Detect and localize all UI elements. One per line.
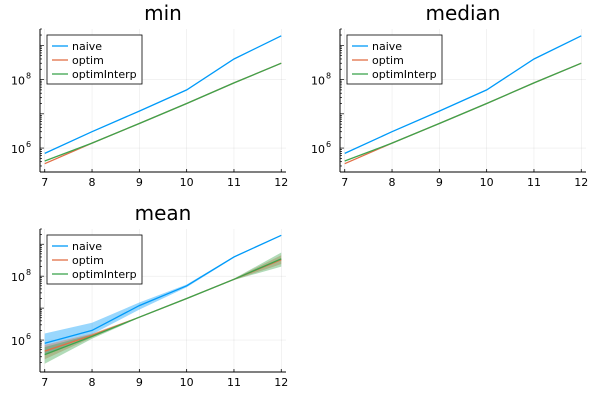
y-tick-label-exponent: 6 (326, 140, 331, 149)
legend-label-optimInterp: optimInterp (72, 68, 137, 81)
legend-label-optimInterp: optimInterp (372, 68, 437, 81)
x-tick-label: 12 (574, 176, 588, 189)
x-tick-label: 11 (227, 176, 241, 189)
y-tick-label-exponent: 6 (26, 140, 31, 149)
x-tick-label: 8 (89, 376, 96, 389)
y-tick-label-exponent: 8 (26, 268, 31, 277)
x-tick-label: 10 (480, 176, 494, 189)
x-tick-label: 9 (136, 376, 143, 389)
y-tick-label: 10 (311, 143, 325, 156)
x-tick-label: 11 (227, 376, 241, 389)
chart-title: mean (135, 201, 192, 225)
x-tick-label: 11 (527, 176, 541, 189)
x-tick-label: 9 (136, 176, 143, 189)
plot-area (344, 35, 582, 165)
x-tick-label: 8 (389, 176, 396, 189)
x-tick-label: 10 (180, 376, 194, 389)
series-line-optimInterp (44, 62, 282, 162)
x-tick-label: 10 (180, 176, 194, 189)
legend-label-optim: optim (372, 54, 404, 67)
x-tick-label: 12 (274, 176, 288, 189)
x-tick-label: 9 (436, 176, 443, 189)
x-tick-label: 8 (89, 176, 96, 189)
y-tick-label: 10 (11, 271, 25, 284)
legend-label-optimInterp: optimInterp (72, 268, 137, 281)
x-tick-label: 12 (274, 376, 288, 389)
series-line-naive (344, 35, 582, 154)
y-tick-label: 10 (11, 335, 25, 348)
chart-title: min (144, 1, 182, 25)
series-line-optimInterp (44, 258, 282, 356)
x-tick-label: 7 (41, 376, 48, 389)
x-tick-label: 7 (341, 176, 348, 189)
y-tick-label: 10 (11, 143, 25, 156)
legend-label-naive: naive (72, 40, 102, 53)
series-line-optimInterp (344, 62, 582, 162)
series-line-naive (44, 35, 282, 154)
plot-area (44, 234, 282, 364)
legend-label-naive: naive (72, 240, 102, 253)
y-tick-label-exponent: 8 (26, 72, 31, 81)
legend-label-optim: optim (72, 54, 104, 67)
y-tick-label: 10 (11, 75, 25, 88)
y-tick-label-exponent: 8 (326, 72, 331, 81)
x-tick-label: 7 (41, 176, 48, 189)
y-tick-label: 10 (311, 75, 325, 88)
y-tick-label-exponent: 6 (26, 332, 31, 341)
legend-label-optim: optim (72, 254, 104, 267)
series-line-naive (44, 234, 282, 344)
legend-label-naive: naive (372, 40, 402, 53)
plot-area (44, 35, 282, 165)
chart-title: median (426, 1, 501, 25)
